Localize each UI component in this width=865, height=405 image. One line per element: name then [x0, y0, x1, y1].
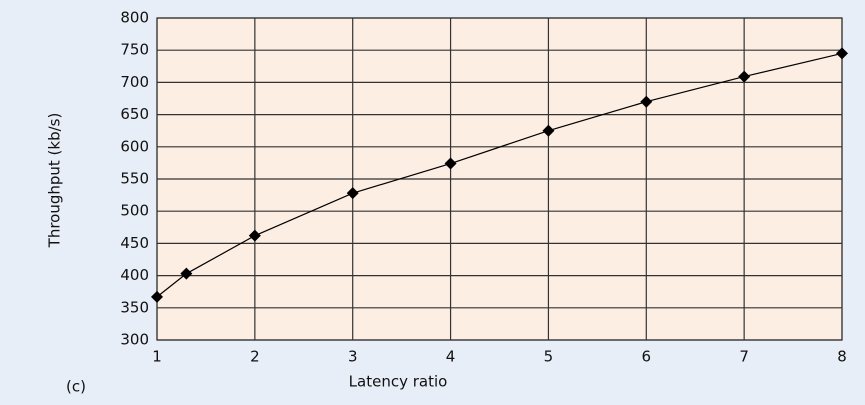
panel-label: (c) — [66, 378, 86, 396]
point — [444, 157, 457, 170]
x-tick-label: 1 — [152, 348, 162, 366]
y-tick-label: 700 — [120, 73, 149, 91]
y-tick-label: 750 — [120, 41, 149, 59]
y-tick-label: 600 — [120, 137, 149, 155]
point — [248, 229, 261, 242]
y-axis-label: Throughput (kb/s) — [46, 113, 64, 249]
x-tick-label: 3 — [348, 348, 358, 366]
x-tick-label: 7 — [739, 348, 749, 366]
y-tick-label: 650 — [120, 105, 149, 123]
y-tick-label: 450 — [120, 234, 149, 252]
point — [738, 70, 751, 83]
x-tick-label: 2 — [250, 348, 260, 366]
point — [640, 95, 653, 108]
point — [180, 267, 193, 280]
x-tick-label: 6 — [642, 348, 652, 366]
x-tick-label: 4 — [446, 348, 456, 366]
y-tick-label: 400 — [120, 266, 149, 284]
point — [346, 187, 359, 200]
y-tick-label: 800 — [120, 9, 149, 27]
point — [151, 290, 163, 303]
y-tick-label: 550 — [120, 170, 149, 188]
x-tick-label: 5 — [544, 348, 554, 366]
y-tick-label: 300 — [120, 331, 149, 349]
y-tick-label: 500 — [120, 202, 149, 220]
x-axis-label: Latency ratio — [349, 373, 448, 391]
point — [542, 124, 555, 137]
x-tick-label: 8 — [837, 348, 847, 366]
point — [836, 47, 848, 60]
y-tick-label: 350 — [120, 298, 149, 316]
